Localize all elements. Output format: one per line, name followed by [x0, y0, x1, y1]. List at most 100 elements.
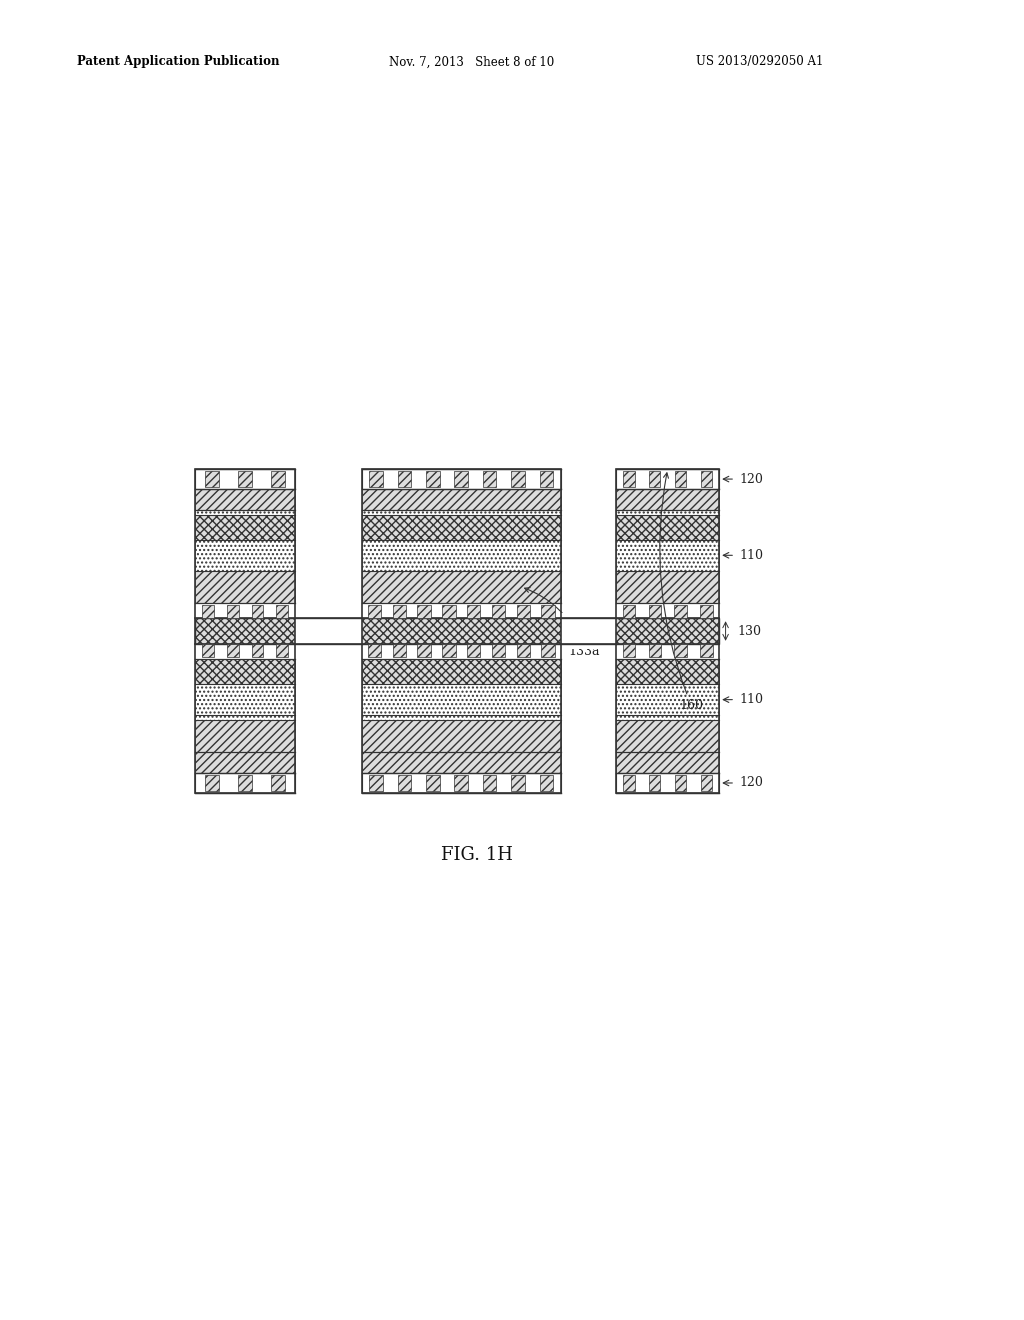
Text: 110: 110	[739, 549, 763, 562]
Bar	[196, 618, 719, 644]
Bar	[362, 570, 560, 603]
Bar	[675, 775, 686, 791]
Text: 120: 120	[739, 776, 763, 789]
Bar	[616, 510, 719, 515]
Bar	[426, 775, 439, 791]
Bar	[226, 605, 239, 618]
Bar	[205, 775, 219, 791]
Bar	[455, 775, 468, 791]
Text: 160: 160	[659, 473, 703, 713]
Bar	[616, 490, 719, 510]
Bar	[623, 605, 635, 618]
Bar	[675, 605, 687, 618]
Bar	[418, 644, 431, 657]
Bar	[271, 775, 285, 791]
Text: 120: 120	[739, 473, 763, 486]
Bar	[271, 471, 285, 487]
Bar	[442, 605, 456, 618]
Bar	[616, 540, 719, 570]
Bar	[196, 752, 295, 772]
Bar	[392, 605, 406, 618]
Bar	[616, 752, 719, 772]
Bar	[196, 570, 295, 603]
Bar	[560, 614, 616, 649]
Bar	[362, 510, 560, 515]
Bar	[542, 644, 555, 657]
Bar	[196, 772, 295, 793]
Text: 133a: 133a	[524, 587, 600, 659]
Text: 130: 130	[737, 624, 762, 638]
Bar	[540, 775, 553, 791]
Bar	[397, 775, 412, 791]
Bar	[276, 605, 288, 618]
Bar	[624, 775, 635, 791]
Bar	[397, 471, 412, 487]
Bar	[196, 510, 295, 515]
Bar	[362, 715, 560, 719]
Bar	[540, 471, 553, 487]
Bar	[226, 644, 239, 657]
Bar	[202, 605, 214, 618]
Bar	[362, 752, 560, 772]
Bar	[511, 471, 525, 487]
Bar	[483, 471, 497, 487]
Bar	[648, 605, 660, 618]
Bar	[616, 469, 719, 793]
Bar	[418, 605, 431, 618]
Bar	[675, 644, 687, 657]
Bar	[196, 684, 295, 715]
Bar	[700, 605, 713, 618]
Bar	[196, 490, 295, 510]
Bar	[362, 469, 560, 793]
Bar	[492, 644, 505, 657]
Bar	[616, 772, 719, 793]
Text: Nov. 7, 2013   Sheet 8 of 10: Nov. 7, 2013 Sheet 8 of 10	[389, 55, 554, 69]
Bar	[370, 471, 383, 487]
Bar	[426, 471, 439, 487]
Bar	[196, 719, 295, 752]
Bar	[362, 515, 560, 540]
Text: US 2013/0292050 A1: US 2013/0292050 A1	[696, 55, 823, 69]
Bar	[196, 659, 295, 684]
Bar	[616, 469, 719, 490]
Bar	[362, 772, 560, 793]
Bar	[467, 644, 480, 657]
Bar	[239, 471, 252, 487]
Bar	[252, 644, 263, 657]
Bar	[700, 775, 712, 791]
Bar	[649, 775, 660, 791]
Bar	[362, 659, 560, 684]
Bar	[623, 644, 635, 657]
Bar	[362, 469, 560, 490]
Bar	[455, 471, 468, 487]
Bar	[362, 684, 560, 715]
Bar	[616, 684, 719, 715]
Bar	[517, 605, 530, 618]
Bar	[196, 540, 295, 570]
Text: Patent Application Publication: Patent Application Publication	[77, 55, 280, 69]
Bar	[196, 469, 295, 490]
Bar	[392, 644, 406, 657]
Bar	[492, 605, 505, 618]
Bar	[675, 471, 686, 487]
Bar	[483, 775, 497, 791]
Bar	[196, 469, 295, 793]
Text: FIG. 1H: FIG. 1H	[441, 846, 513, 863]
Bar	[239, 775, 252, 791]
Bar	[276, 644, 288, 657]
Bar	[362, 490, 560, 510]
Bar	[202, 644, 214, 657]
Bar	[362, 719, 560, 752]
Bar	[616, 715, 719, 719]
Bar	[368, 644, 381, 657]
Bar	[700, 644, 713, 657]
Bar	[368, 605, 381, 618]
Bar	[648, 644, 660, 657]
Bar	[616, 659, 719, 684]
Bar	[649, 471, 660, 487]
Bar	[542, 605, 555, 618]
Bar	[205, 471, 219, 487]
Bar	[624, 471, 635, 487]
Bar	[295, 614, 362, 649]
Bar	[616, 570, 719, 603]
